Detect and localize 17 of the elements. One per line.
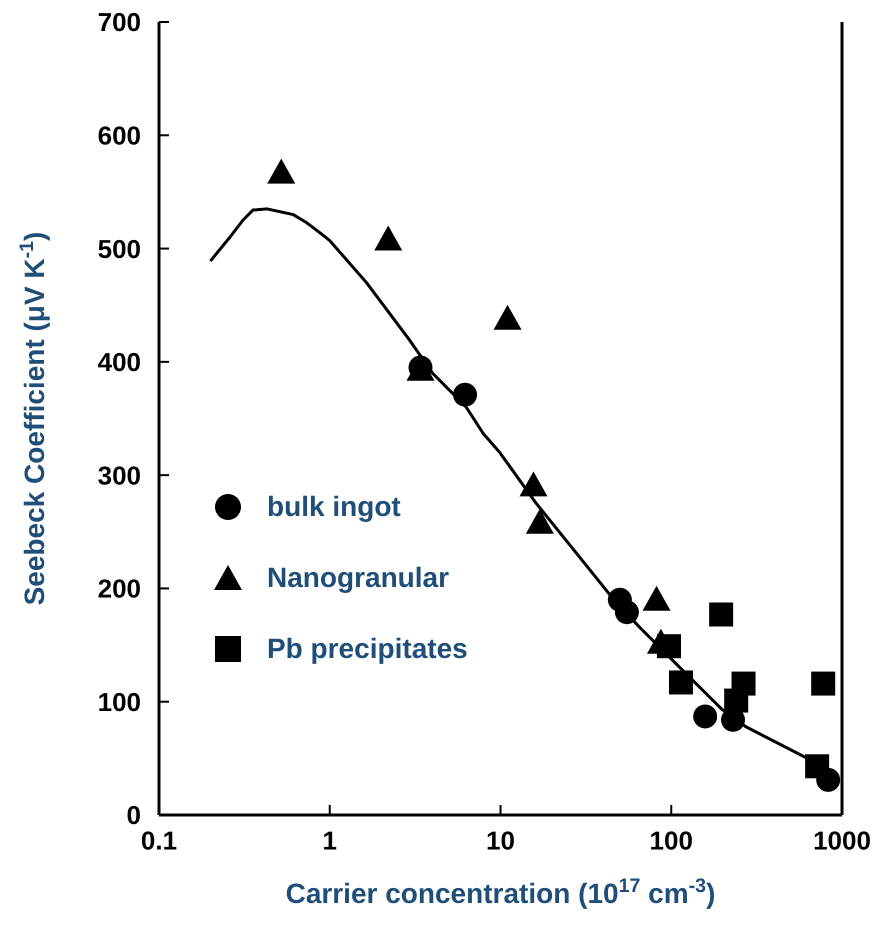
y-tick-label: 700 bbox=[98, 7, 141, 38]
x-tick-label: 0.1 bbox=[140, 825, 178, 856]
y-tick-label: 100 bbox=[98, 686, 141, 717]
y-tick-label: 400 bbox=[98, 347, 141, 378]
legend-label: Nanogranular bbox=[267, 562, 450, 594]
x-tick-label: 10 bbox=[486, 825, 515, 856]
legend-label: Pb precipitates bbox=[267, 632, 468, 664]
legend-label: bulk ingot bbox=[267, 490, 401, 522]
x-tick-label: 1000 bbox=[813, 825, 871, 856]
y-tick-label: 0 bbox=[126, 800, 141, 830]
y-tick-label: 300 bbox=[98, 460, 141, 490]
x-tick-label: 1 bbox=[322, 825, 337, 856]
y-tick-label: 200 bbox=[98, 574, 141, 604]
x-axis-title: Carrier concentration (10$^{17}$ cm$^{-3}$) bbox=[286, 875, 716, 909]
y-tick-label: 600 bbox=[98, 120, 141, 151]
y-tick-label: 500 bbox=[98, 234, 141, 264]
x-tick-label: 100 bbox=[650, 825, 693, 856]
